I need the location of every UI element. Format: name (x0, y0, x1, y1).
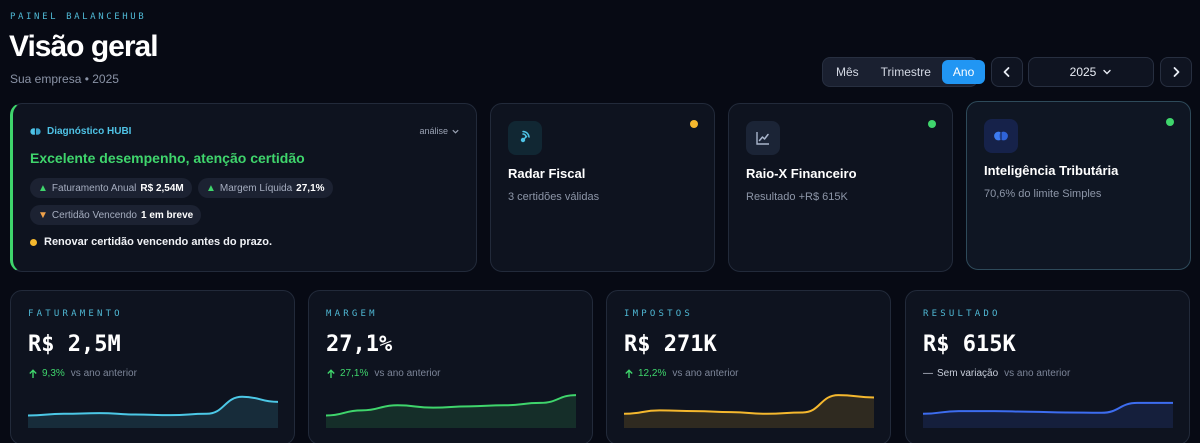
page-subtitle: Sua empresa • 2025 (10, 72, 119, 86)
chevron-down-icon (1103, 69, 1112, 75)
warning-dot-icon (30, 238, 37, 246)
trend-down-icon: ▼ (38, 209, 48, 221)
trend-up-icon: ▲ (206, 182, 216, 194)
diagnostic-card: Diagnóstico HUBI análise Excelente desem… (10, 103, 477, 272)
period-segmented-control: Mês Trimestre Ano (822, 57, 986, 87)
period-quarter-button[interactable]: Trimestre (880, 65, 931, 79)
recommendation-text: Renovar certidão vencendo antes do prazo… (44, 236, 273, 248)
module-card-inteligencia-tributaria[interactable]: Inteligência Tributária 70,6% do limite … (966, 101, 1191, 270)
kpi-delta: 12,2% vs ano anterior (624, 368, 739, 379)
flat-trend-icon: — (923, 368, 933, 379)
kpi-delta-value: Sem variação (937, 368, 999, 379)
kpi-compare: vs ano anterior (1004, 368, 1071, 379)
sparkline-area (28, 396, 278, 428)
year-select[interactable]: 2025 (1028, 57, 1154, 87)
brain-icon (30, 128, 41, 135)
arrow-up-icon (327, 368, 335, 378)
module-subtitle: Resultado +R$ 615K (746, 191, 848, 203)
module-title: Radar Fiscal (508, 166, 586, 181)
diagnostic-recommendation: Renovar certidão vencendo antes do prazo… (30, 236, 272, 248)
module-title: Inteligência Tributária (984, 163, 1119, 178)
kpi-value: R$ 2,5M (28, 332, 121, 357)
sparkline-area (326, 395, 576, 428)
analysis-toggle-label: análise (419, 126, 448, 136)
period-year-button[interactable]: Ano (941, 60, 986, 84)
previous-year-button[interactable] (991, 57, 1023, 87)
chip-value: 27,1% (296, 182, 325, 194)
chip-value: 1 em breve (140, 209, 194, 221)
kpi-value: R$ 271K (624, 332, 717, 357)
kpi-label: IMPOSTOS (624, 309, 693, 319)
kpi-value: 27,1% (326, 332, 393, 357)
kpi-card-impostos: IMPOSTOS R$ 271K 12,2% vs ano anterior (606, 290, 891, 443)
sparkline-line (923, 401, 1173, 415)
sparkline (326, 394, 576, 428)
kpi-delta: 27,1% vs ano anterior (326, 368, 441, 379)
chart-line-icon (746, 121, 780, 155)
kpi-card-faturamento: FATURAMENTO R$ 2,5M 9,3% vs ano anterior (10, 290, 295, 443)
chip-label: Margem Líquida (219, 182, 293, 194)
diagnostic-header: Diagnóstico HUBI (30, 126, 131, 137)
module-card-raio-x-financeiro[interactable]: Raio-X Financeiro Resultado +R$ 615K (728, 103, 953, 272)
diagnostic-label: Diagnóstico HUBI (47, 126, 132, 137)
chip-value: R$ 2,54M (140, 182, 184, 194)
sparkline-line (624, 394, 874, 415)
kpi-delta-value: 27,1% (340, 368, 369, 379)
kpi-delta: 9,3% vs ano anterior (28, 368, 137, 379)
status-dot (928, 120, 936, 128)
module-card-radar-fiscal[interactable]: Radar Fiscal 3 certidões válidas (490, 103, 715, 272)
brain-icon (984, 119, 1018, 153)
module-subtitle: 70,6% do limite Simples (984, 188, 1102, 200)
margin-chip: ▲ Margem Líquida 27,1% (198, 178, 333, 198)
year-select-value: 2025 (1069, 65, 1097, 79)
kpi-delta-value: 12,2% (638, 368, 667, 379)
kpi-delta: — Sem variação vs ano anterior (923, 368, 1070, 379)
kpi-card-resultado: RESULTADO R$ 615K — Sem variação vs ano … (905, 290, 1190, 443)
sparkline (923, 401, 1173, 428)
kpi-compare: vs ano anterior (374, 368, 441, 379)
sparkline (624, 394, 874, 428)
module-title: Raio-X Financeiro (746, 166, 857, 181)
status-dot (690, 120, 698, 128)
analysis-toggle[interactable]: análise (419, 126, 460, 136)
kpi-label: MARGEM (326, 309, 378, 319)
sparkline (28, 395, 278, 428)
trend-up-icon: ▲ (38, 182, 48, 194)
chip-label: Faturamento Anual (51, 182, 137, 194)
chevron-right-icon (1173, 67, 1180, 77)
arrow-up-icon (625, 368, 633, 378)
certificate-chip: ▼ Certidão Vencendo 1 em breve (30, 205, 202, 225)
sparkline-line (326, 394, 576, 417)
chevron-left-icon (1003, 67, 1010, 77)
kpi-compare: vs ano anterior (672, 368, 739, 379)
kpi-delta-value: 9,3% (42, 368, 65, 379)
radar-icon (508, 121, 542, 155)
revenue-chip: ▲ Faturamento Anual R$ 2,54M (30, 178, 192, 198)
kpi-value: R$ 615K (923, 332, 1016, 357)
period-month-button[interactable]: Mês (836, 65, 859, 79)
sparkline-line (28, 395, 278, 417)
diagnostic-headline: Excelente desempenho, atenção certidão (30, 150, 305, 166)
status-dot (1166, 118, 1174, 126)
chip-label: Certidão Vencendo (51, 209, 137, 221)
kpi-card-margem: MARGEM 27,1% 27,1% vs ano anterior (308, 290, 593, 443)
chevron-down-icon (452, 129, 459, 134)
kpi-compare: vs ano anterior (70, 368, 137, 379)
kpi-label: RESULTADO (923, 309, 1001, 319)
arrow-up-icon (29, 368, 37, 378)
kpi-label: FATURAMENTO (28, 309, 123, 319)
next-year-button[interactable] (1160, 57, 1192, 87)
dashboard-eyebrow: PAINEL BALANCEHUB (10, 12, 147, 22)
sparkline-area (624, 395, 874, 428)
page-title: Visão geral (9, 30, 159, 63)
module-subtitle: 3 certidões válidas (508, 191, 600, 203)
sparkline-area (923, 402, 1173, 428)
